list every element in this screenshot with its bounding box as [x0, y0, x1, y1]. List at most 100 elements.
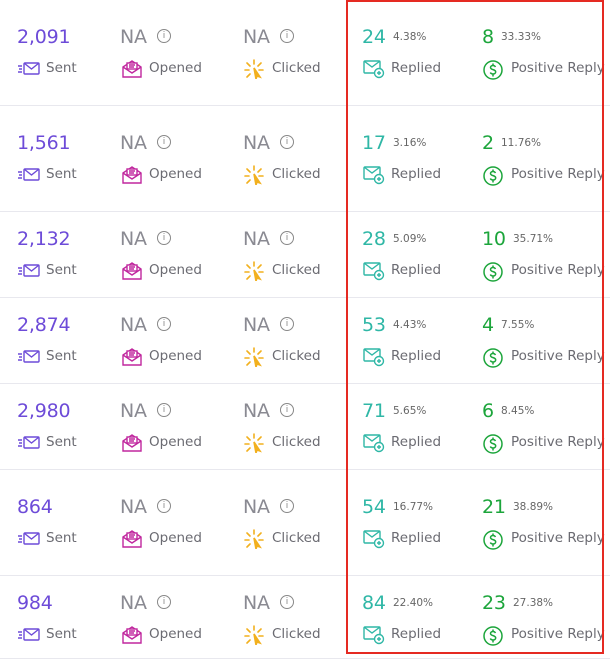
- info-icon[interactable]: i: [157, 29, 171, 43]
- sent-count: 2,980: [17, 400, 71, 422]
- sent-label: Sent: [46, 348, 77, 364]
- table-row: 2,132 Sent NA i Opened NA i Clicked 28 5.09% Repli…: [0, 211, 610, 298]
- opened-metric: NA i Opened: [120, 26, 245, 82]
- replied-label: Replied: [391, 348, 442, 364]
- replied-count: 84: [362, 592, 386, 614]
- clicked-metric: NA i Clicked: [243, 132, 368, 188]
- info-icon[interactable]: i: [280, 135, 294, 149]
- replied-metric: 71 5.65% Replied: [362, 400, 487, 456]
- positive-count: 4: [482, 314, 494, 336]
- replied-metric: 84 22.40% Replied: [362, 592, 487, 648]
- table-row: 2,874 Sent NA i Opened NA i Clicked 53 4.43% Repli…: [0, 297, 610, 384]
- positive-count: 2: [482, 132, 494, 154]
- clicked-label: Clicked: [272, 530, 321, 546]
- positive-reply-metric: 10 35.71% Positive Reply: [482, 228, 607, 284]
- sent-count: 864: [17, 496, 53, 518]
- positive-label: Positive Reply: [511, 166, 605, 182]
- info-icon[interactable]: i: [280, 403, 294, 417]
- table-row: 2,091 Sent NA i Opened NA i Clicked 24 4.38% Repli…: [0, 0, 610, 106]
- table-row: 864 Sent NA i Opened NA i Clicked 54 16.77% Replie…: [0, 469, 610, 576]
- positive-label: Positive Reply: [511, 626, 605, 642]
- opened-metric: NA i Opened: [120, 400, 245, 456]
- replied-metric: 17 3.16% Replied: [362, 132, 487, 188]
- clicked-count: NA: [243, 592, 270, 614]
- opened-label: Opened: [149, 262, 202, 278]
- opened-count: NA: [120, 132, 147, 154]
- opened-label: Opened: [149, 434, 202, 450]
- positive-label: Positive Reply: [511, 348, 605, 364]
- replied-count: 24: [362, 26, 386, 48]
- replied-label: Replied: [391, 166, 442, 182]
- opened-metric: NA i Opened: [120, 228, 245, 284]
- sent-metric: 2,874 Sent: [17, 314, 142, 370]
- replied-percentage: 16.77%: [393, 501, 434, 513]
- positive-count: 8: [482, 26, 494, 48]
- clicked-label: Clicked: [272, 60, 321, 76]
- positive-percentage: 11.76%: [501, 137, 542, 149]
- clicked-label: Clicked: [272, 348, 321, 364]
- positive-percentage: 38.89%: [513, 501, 554, 513]
- sent-label: Sent: [46, 60, 77, 76]
- sent-metric: 2,091 Sent: [17, 26, 142, 82]
- positive-reply-metric: 21 38.89% Positive Reply: [482, 496, 607, 552]
- opened-metric: NA i Opened: [120, 132, 245, 188]
- clicked-count: NA: [243, 400, 270, 422]
- sent-metric: 1,561 Sent: [17, 132, 142, 188]
- info-icon[interactable]: i: [157, 595, 171, 609]
- info-icon[interactable]: i: [280, 499, 294, 513]
- positive-count: 21: [482, 496, 506, 518]
- info-icon[interactable]: i: [157, 231, 171, 245]
- info-icon[interactable]: i: [157, 135, 171, 149]
- positive-label: Positive Reply: [511, 530, 605, 546]
- replied-label: Replied: [391, 434, 442, 450]
- positive-percentage: 8.45%: [501, 405, 535, 417]
- positive-reply-metric: 8 33.33% Positive Reply: [482, 26, 607, 82]
- replied-label: Replied: [391, 530, 442, 546]
- positive-count: 23: [482, 592, 506, 614]
- replied-percentage: 3.16%: [393, 137, 427, 149]
- table-row: 1,561 Sent NA i Opened NA i Clicked 17 3.16% Repli…: [0, 105, 610, 212]
- opened-label: Opened: [149, 348, 202, 364]
- sent-metric: 2,132 Sent: [17, 228, 142, 284]
- clicked-count: NA: [243, 228, 270, 250]
- replied-metric: 54 16.77% Replied: [362, 496, 487, 552]
- clicked-count: NA: [243, 314, 270, 336]
- clicked-metric: NA i Clicked: [243, 592, 368, 648]
- sent-metric: 864 Sent: [17, 496, 142, 552]
- replied-count: 28: [362, 228, 386, 250]
- clicked-label: Clicked: [272, 166, 321, 182]
- sent-label: Sent: [46, 262, 77, 278]
- opened-count: NA: [120, 228, 147, 250]
- opened-count: NA: [120, 400, 147, 422]
- positive-percentage: 33.33%: [501, 31, 542, 43]
- replied-count: 53: [362, 314, 386, 336]
- sent-metric: 2,980 Sent: [17, 400, 142, 456]
- replied-percentage: 22.40%: [393, 597, 434, 609]
- clicked-count: NA: [243, 496, 270, 518]
- sent-count: 984: [17, 592, 53, 614]
- info-icon[interactable]: i: [280, 317, 294, 331]
- clicked-label: Clicked: [272, 262, 321, 278]
- replied-label: Replied: [391, 60, 442, 76]
- positive-percentage: 35.71%: [513, 233, 554, 245]
- sent-label: Sent: [46, 626, 77, 642]
- clicked-count: NA: [243, 132, 270, 154]
- clicked-metric: NA i Clicked: [243, 26, 368, 82]
- opened-label: Opened: [149, 60, 202, 76]
- sent-count: 2,091: [17, 26, 71, 48]
- opened-count: NA: [120, 26, 147, 48]
- replied-percentage: 4.43%: [393, 319, 427, 331]
- info-icon[interactable]: i: [280, 595, 294, 609]
- opened-metric: NA i Opened: [120, 496, 245, 552]
- sent-label: Sent: [46, 166, 77, 182]
- info-icon[interactable]: i: [280, 231, 294, 245]
- replied-count: 71: [362, 400, 386, 422]
- clicked-label: Clicked: [272, 626, 321, 642]
- info-icon[interactable]: i: [280, 29, 294, 43]
- replied-percentage: 5.65%: [393, 405, 427, 417]
- info-icon[interactable]: i: [157, 317, 171, 331]
- info-icon[interactable]: i: [157, 403, 171, 417]
- positive-reply-metric: 23 27.38% Positive Reply: [482, 592, 607, 648]
- clicked-metric: NA i Clicked: [243, 496, 368, 552]
- info-icon[interactable]: i: [157, 499, 171, 513]
